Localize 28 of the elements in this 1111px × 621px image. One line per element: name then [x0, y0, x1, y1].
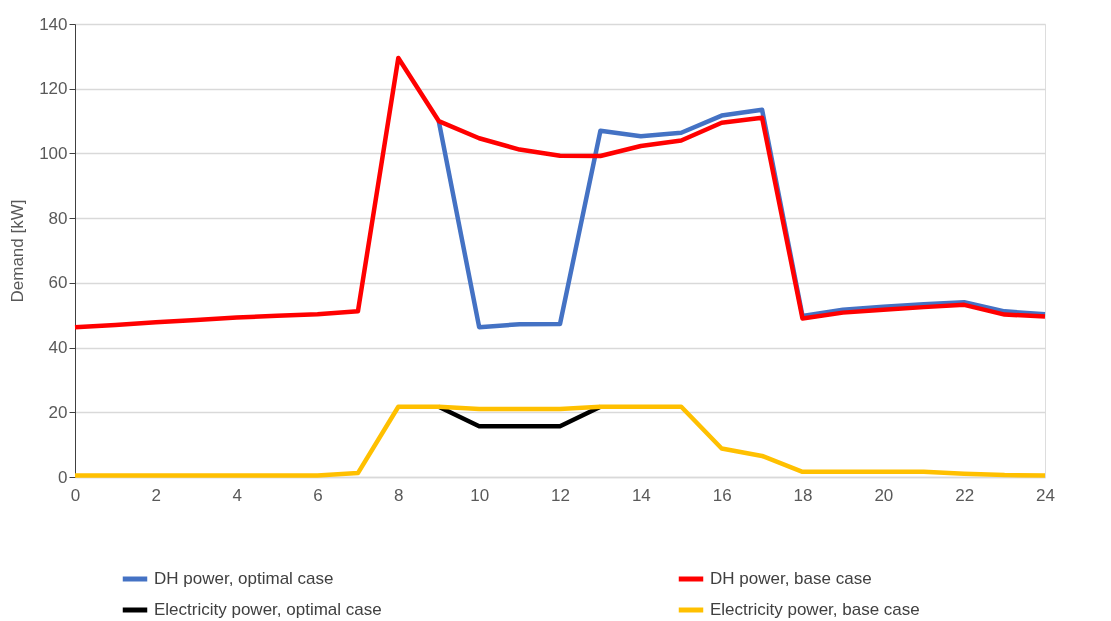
y-axis-title: Demand [kW]	[8, 199, 28, 303]
y-tick-label: 20	[48, 402, 68, 422]
line-series	[72, 404, 1048, 478]
y-tick-label: 0	[58, 467, 68, 487]
legend-label: DH power, optimal case	[154, 569, 334, 588]
x-tick-label: 24	[1036, 485, 1055, 505]
x-tick-label: 12	[551, 485, 570, 505]
legend-label: Electricity power, base case	[710, 600, 920, 619]
y-tick-label: 40	[48, 338, 68, 358]
y-tick-label: 120	[39, 79, 68, 99]
x-tick-label: 10	[470, 485, 490, 505]
x-tick-label: 14	[631, 485, 651, 505]
x-tick-label: 8	[394, 485, 404, 505]
x-tick-label: 16	[712, 485, 732, 505]
x-tick-label: 6	[313, 485, 323, 505]
y-tick-label: 100	[39, 143, 68, 163]
x-tick-label: 0	[70, 485, 81, 505]
x-tick-label: 22	[955, 485, 975, 505]
line-series	[72, 55, 1048, 330]
x-tick-label: 18	[793, 485, 813, 505]
y-tick-label: 80	[48, 208, 68, 228]
y-tick-label: 60	[48, 273, 68, 293]
x-tick-label: 4	[232, 485, 242, 505]
x-tick-label: 2	[151, 485, 162, 505]
y-tick-label: 140	[39, 14, 68, 34]
legend-label: Electricity power, optimal case	[154, 600, 382, 619]
legend-label: DH power, base case	[710, 569, 872, 588]
x-tick-label: 20	[874, 485, 894, 505]
